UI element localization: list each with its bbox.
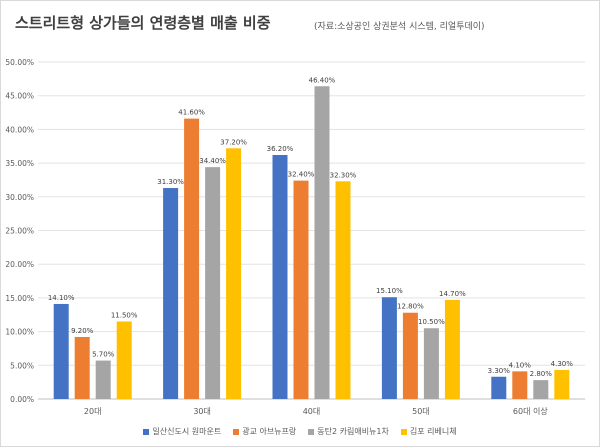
bar: [95, 360, 111, 399]
bar: [402, 312, 418, 399]
legend-swatch: [400, 428, 407, 435]
data-label: 9.20%: [71, 327, 94, 335]
bar: [444, 299, 460, 399]
bar: [226, 148, 242, 399]
bar: [533, 380, 549, 399]
legend-item: 광교 아브뉴프랑: [233, 426, 296, 437]
chart-source: (자료:소상공인 상권분석 시스템, 리얼투데이): [314, 22, 485, 32]
legend-label: 일산신도시 원마운트: [152, 427, 222, 436]
data-label: 4.10%: [509, 361, 532, 369]
y-tick-label: 15.00%: [5, 294, 34, 303]
legend-item: 동탄2 카림애비뉴1차: [308, 426, 389, 437]
x-tick-label: 20대: [84, 407, 102, 416]
data-label: 36.20%: [267, 145, 294, 153]
x-tick-label: 60대 이상: [513, 406, 548, 416]
data-label: 3.30%: [488, 367, 511, 375]
bar: [53, 303, 69, 399]
data-label: 46.40%: [309, 76, 336, 84]
data-label: 5.70%: [92, 351, 115, 359]
bar: [116, 321, 132, 399]
legend-swatch: [233, 428, 240, 435]
data-label: 32.30%: [330, 171, 357, 179]
data-label: 41.60%: [178, 109, 205, 117]
y-tick-label: 30.00%: [5, 193, 34, 202]
bar: [163, 188, 179, 399]
data-label: 4.30%: [551, 360, 574, 368]
bar: [335, 181, 351, 399]
data-label: 10.50%: [418, 318, 445, 326]
chart-legend: 일산신도시 원마운트 광교 아브뉴프랑 동탄2 카림애비뉴1차 김포 리베니체: [0, 426, 600, 437]
y-tick-label: 20.00%: [5, 260, 34, 269]
bar: [205, 167, 221, 399]
chart-title: 스트리트형 상가들의 연령층별 매출 비중: [15, 14, 271, 32]
legend-item: 김포 리베니체: [400, 426, 457, 437]
data-label: 31.30%: [157, 178, 184, 186]
x-tick-label: 30대: [193, 407, 211, 416]
data-label: 14.70%: [439, 290, 466, 298]
legend-label: 광교 아브뉴프랑: [242, 427, 297, 436]
y-tick-label: 40.00%: [5, 125, 34, 134]
y-tick-label: 10.00%: [5, 328, 34, 337]
data-label: 14.10%: [48, 294, 75, 302]
data-label: 34.40%: [199, 157, 226, 165]
y-tick-label: 35.00%: [5, 159, 34, 168]
y-tick-label: 5.00%: [10, 361, 34, 370]
bar: [554, 370, 570, 399]
bar: [184, 118, 200, 399]
bar: [512, 371, 528, 399]
data-label: 12.80%: [397, 303, 424, 311]
legend-item: 일산신도시 원마운트: [143, 426, 221, 437]
bar: [293, 180, 309, 399]
y-tick-label: 50.00%: [5, 58, 34, 67]
bar: [491, 376, 507, 399]
legend-swatch: [308, 428, 315, 435]
data-label: 2.80%: [530, 370, 553, 378]
y-tick-label: 0.00%: [10, 395, 34, 404]
data-label: 15.10%: [376, 287, 403, 295]
bar: [314, 86, 330, 399]
data-label: 11.50%: [111, 311, 138, 319]
data-label: 37.20%: [220, 138, 247, 146]
bar: [74, 336, 90, 399]
data-label: 32.40%: [288, 171, 315, 179]
legend-swatch: [143, 428, 150, 435]
x-tick-label: 50대: [412, 407, 430, 416]
y-tick-label: 45.00%: [5, 92, 34, 101]
legend-label: 동탄2 카림애비뉴1차: [317, 427, 389, 436]
legend-label: 김포 리베니체: [409, 427, 457, 436]
x-tick-label: 40대: [303, 407, 321, 416]
y-tick-label: 25.00%: [5, 227, 34, 236]
bar: [272, 155, 288, 399]
bar: [381, 297, 397, 399]
bar: [423, 328, 439, 399]
